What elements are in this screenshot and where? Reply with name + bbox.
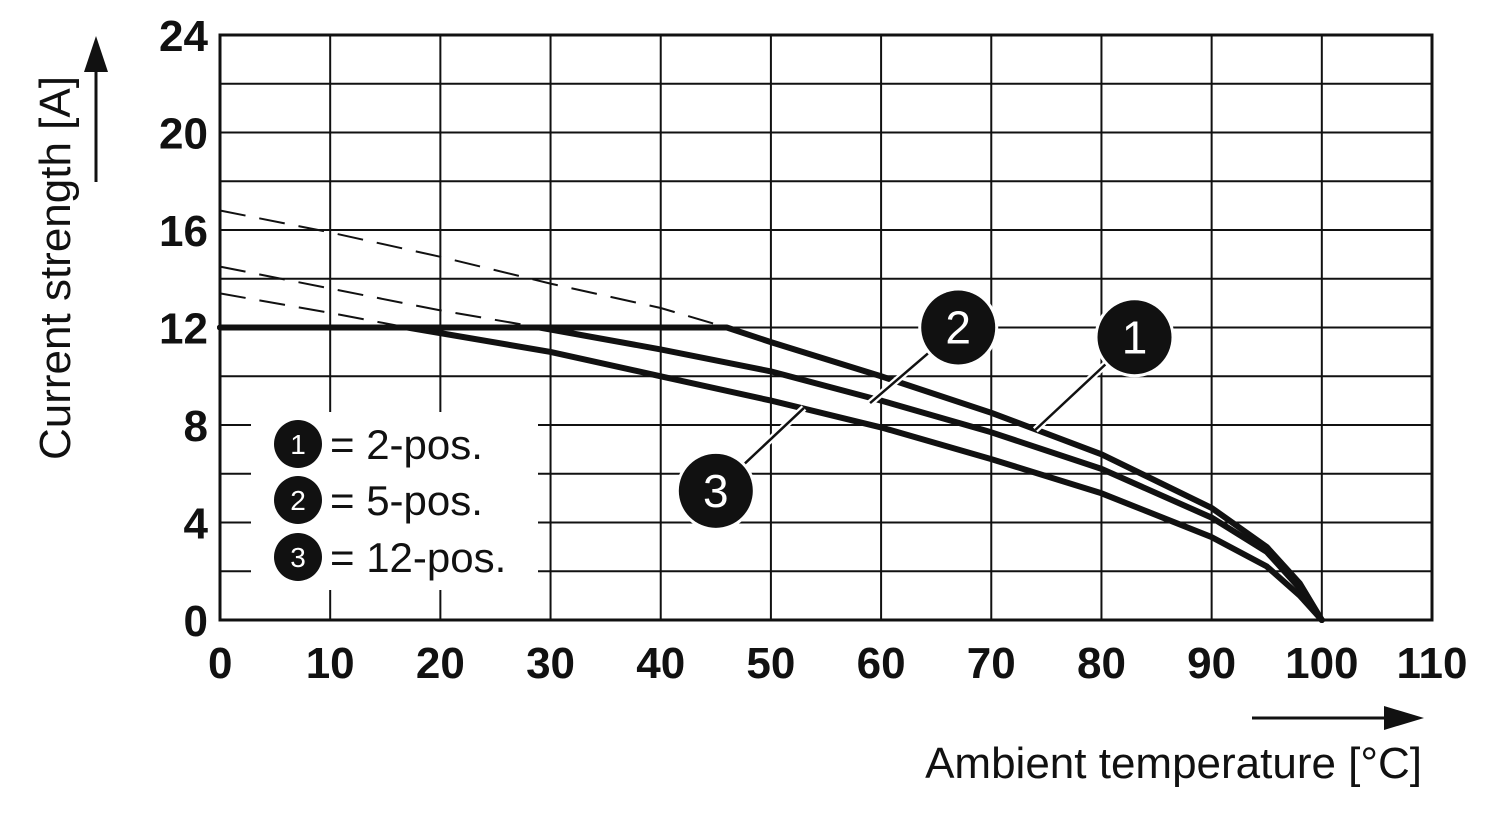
callout-leader-line (741, 407, 805, 467)
x-axis-arrow-head (1384, 706, 1424, 730)
y-tick-label: 24 (159, 12, 208, 61)
series-1-dashed-line (219, 209, 728, 329)
legend-marker-label: 2 (290, 485, 306, 516)
callout-marker-2 (921, 290, 996, 365)
y-tick-label: 12 (159, 305, 208, 354)
callout-marker-label: 2 (945, 302, 971, 354)
legend-marker-1 (274, 420, 322, 468)
legend-marker-label: 3 (290, 542, 306, 573)
x-tick-label: 100 (1285, 639, 1358, 688)
series-2-solid-line (217, 324, 1325, 623)
x-tick-label: 110 (1397, 639, 1468, 688)
callout-marker-label: 1 (1122, 311, 1148, 363)
legend-marker-2 (274, 476, 322, 524)
callout-leader-line (869, 350, 931, 405)
y-tick-label: 4 (184, 500, 209, 549)
x-tick-label: 30 (526, 639, 575, 688)
legend-label: = 12-pos. (330, 534, 506, 581)
curves (217, 209, 1325, 623)
callout-marker-3 (678, 453, 753, 528)
legend-label: = 2-pos. (330, 421, 483, 468)
x-tick-label: 50 (746, 639, 795, 688)
x-tick-label: 60 (857, 639, 906, 688)
grid (218, 33, 1434, 622)
x-tick-label: 90 (1187, 639, 1236, 688)
legend-marker-3 (274, 533, 322, 581)
series-3-dashed-line (219, 292, 408, 329)
y-tick-labels: 0 4 8 12 16 20 24 (159, 12, 208, 646)
series-2-dashed-line (219, 265, 540, 329)
y-tick-label: 0 (184, 597, 208, 646)
legend-marker-label: 1 (290, 429, 306, 460)
series-1-solid-line (217, 324, 1325, 623)
series-3-solid-line (217, 324, 1325, 623)
legend-label: = 5-pos. (330, 477, 483, 524)
x-tick-labels: 0 10 20 30 40 50 60 70 80 90 100 110 (208, 639, 1467, 688)
callout-marker-1 (1097, 300, 1172, 375)
x-tick-label: 20 (416, 639, 465, 688)
x-tick-label: 10 (306, 639, 355, 688)
callout-marker-label: 3 (703, 465, 729, 517)
callout-leader-line (1034, 361, 1109, 431)
y-axis-arrow-head (84, 36, 108, 72)
x-tick-label: 70 (967, 639, 1016, 688)
y-axis-label: Current strength [A] (31, 76, 80, 460)
y-tick-label: 16 (159, 207, 208, 256)
x-tick-label: 80 (1077, 639, 1126, 688)
y-tick-label: 20 (159, 110, 208, 159)
x-tick-label: 0 (208, 639, 232, 688)
y-tick-label: 8 (184, 402, 208, 451)
x-tick-label: 40 (636, 639, 685, 688)
x-axis-label: Ambient temperature [°C] (925, 739, 1422, 788)
legend: 1 = 2-pos. 2 = 5-pos. 3 = 12-pos. (251, 412, 538, 590)
callouts: 1 2 3 (675, 287, 1175, 531)
